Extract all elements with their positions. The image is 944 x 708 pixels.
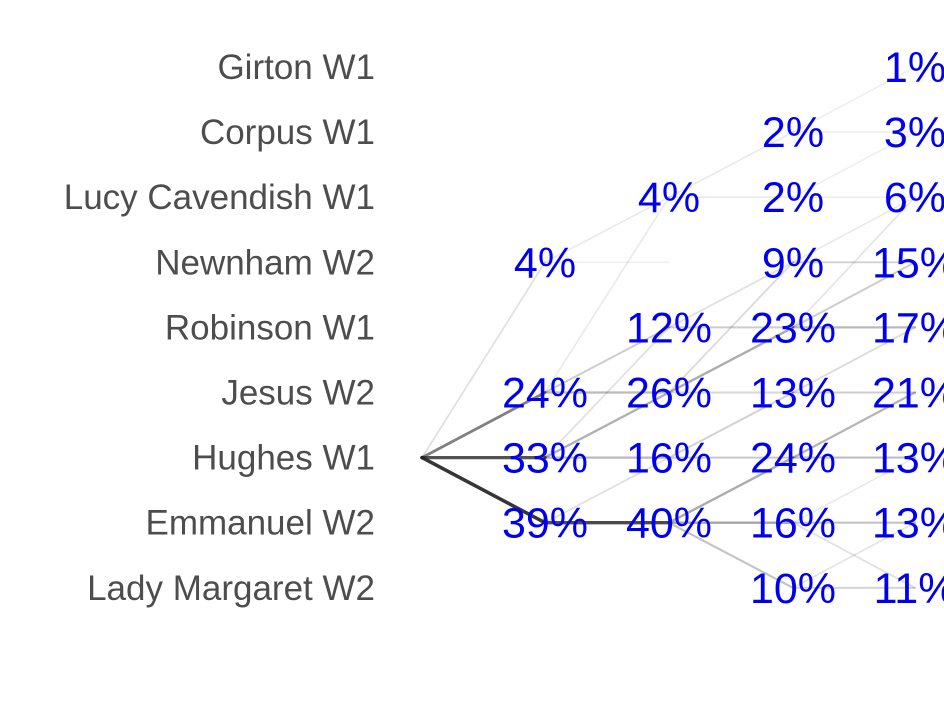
crew-label-jesus-w2: Jesus W2 xyxy=(221,374,375,413)
path-day3-hughes-w1-to-jesus-w2 xyxy=(791,391,917,459)
pct-day4-jesus-w2: 21% xyxy=(872,370,944,418)
pct-day4-corpus-w1: 3% xyxy=(884,109,944,157)
pct-day3-hughes-w1: 24% xyxy=(750,435,836,483)
pct-day4-girton-w1: 1% xyxy=(884,44,944,92)
pct-day3-lady-margaret-w2: 10% xyxy=(750,565,836,613)
pct-day2-lucy-cavendish-w1: 4% xyxy=(638,174,700,222)
pct-day2-jesus-w2: 26% xyxy=(626,370,712,418)
path-day0-hughes-w1-to-emmanuel-w2 xyxy=(420,455,547,525)
pct-day1-jesus-w2: 24% xyxy=(502,370,588,418)
path-day2-lucy-cavendish-w1-to-corpus-w1 xyxy=(668,131,794,199)
path-day1-hughes-w1-to-jesus-w2 xyxy=(543,391,671,459)
path-day3-emmanuel-w2-to-hughes-w1 xyxy=(792,456,916,524)
pct-day2-robinson-w1: 12% xyxy=(626,304,712,352)
crew-label-lady-margaret-w2: Lady Margaret W2 xyxy=(87,569,375,608)
path-day3-corpus-w1-to-girton-w1 xyxy=(792,66,916,133)
path-day2-emmanuel-w2-to-hughes-w1 xyxy=(667,456,795,524)
path-day1-jesus-w2-to-lucy-cavendish-w1 xyxy=(544,196,670,394)
path-day3-jesus-w2-to-robinson-w1 xyxy=(792,326,916,394)
transition-paths xyxy=(420,66,917,589)
crew-label-lucy-cavendish-w1: Lucy Cavendish W1 xyxy=(64,178,375,217)
path-day3-lady-margaret-w2-to-emmanuel-w2 xyxy=(792,521,916,589)
path-day1-emmanuel-w2-to-hughes-w1 xyxy=(544,456,670,524)
path-day3-lucy-cavendish-w1-to-corpus-w1 xyxy=(792,131,916,199)
crew-label-newnham-w2: Newnham W2 xyxy=(155,243,375,282)
pct-day4-lady-margaret-w2: 11% xyxy=(874,565,944,613)
path-day0-hughes-w1-to-newnham-w2 xyxy=(421,261,546,459)
crew-label-robinson-w1: Robinson W1 xyxy=(165,308,375,347)
pct-day3-robinson-w1: 23% xyxy=(750,304,836,352)
crew-label-emmanuel-w2: Emmanuel W2 xyxy=(145,504,375,543)
pct-day3-emmanuel-w2: 16% xyxy=(750,500,836,548)
path-day1-hughes-w1-to-robinson-w1 xyxy=(544,326,670,459)
path-day2-hughes-w1-to-jesus-w2 xyxy=(668,391,794,459)
path-day1-jesus-w2-to-robinson-w1 xyxy=(544,326,670,394)
path-day2-jesus-w2-to-robinson-w1 xyxy=(667,326,795,394)
pct-day1-emmanuel-w2: 39% xyxy=(502,500,588,548)
pct-day3-jesus-w2: 13% xyxy=(750,370,836,418)
path-day3-emmanuel-w2-to-lady-margaret-w2 xyxy=(792,521,916,589)
pct-day1-hughes-w1: 33% xyxy=(502,435,588,483)
pct-day4-hughes-w1: 13% xyxy=(872,435,944,483)
crew-labels: Girton W1 Corpus W1 Lucy Cavendish W1 Newnh… xyxy=(64,48,375,608)
pct-day3-lucy-cavendish-w1: 2% xyxy=(762,174,824,222)
pct-day2-hughes-w1: 16% xyxy=(626,435,712,483)
pct-day4-emmanuel-w2: 13% xyxy=(872,500,944,548)
pct-day3-newnham-w2: 9% xyxy=(762,239,824,287)
path-day3-robinson-w1-to-newnham-w2 xyxy=(792,261,916,329)
path-day3-robinson-w1-to-lucy-cavendish-w1 xyxy=(792,196,916,329)
pct-day4-robinson-w1: 17% xyxy=(872,304,944,352)
path-day2-emmanuel-w2-to-lady-margaret-w2 xyxy=(667,521,795,589)
pct-day2-emmanuel-w2: 40% xyxy=(626,500,712,548)
crew-label-hughes-w1: Hughes W1 xyxy=(192,439,375,478)
path-day2-robinson-w1-to-newnham-w2 xyxy=(668,261,794,329)
pct-day4-lucy-cavendish-w1: 6% xyxy=(884,174,944,222)
pct-day4-newnham-w2: 15% xyxy=(872,239,944,287)
crew-label-girton-w1: Girton W1 xyxy=(217,48,375,87)
probability-labels: 4% 24% 33% 39% 4% 12% 26% 16% 40% 2% 2% 9% 23% 13% 24%… xyxy=(502,44,944,613)
pct-day3-corpus-w1: 2% xyxy=(762,109,824,157)
crew-label-corpus-w1: Corpus W1 xyxy=(200,113,375,152)
path-day2-jesus-w2-to-newnham-w2 xyxy=(668,261,794,394)
path-day0-hughes-w1-to-jesus-w2 xyxy=(420,391,547,460)
pct-day1-newnham-w2: 4% xyxy=(514,239,576,287)
path-day1-newnham-w2-to-lucy-cavendish-w1 xyxy=(544,196,670,264)
path-day3-newnham-w2-to-lucy-cavendish-w1 xyxy=(792,196,916,264)
